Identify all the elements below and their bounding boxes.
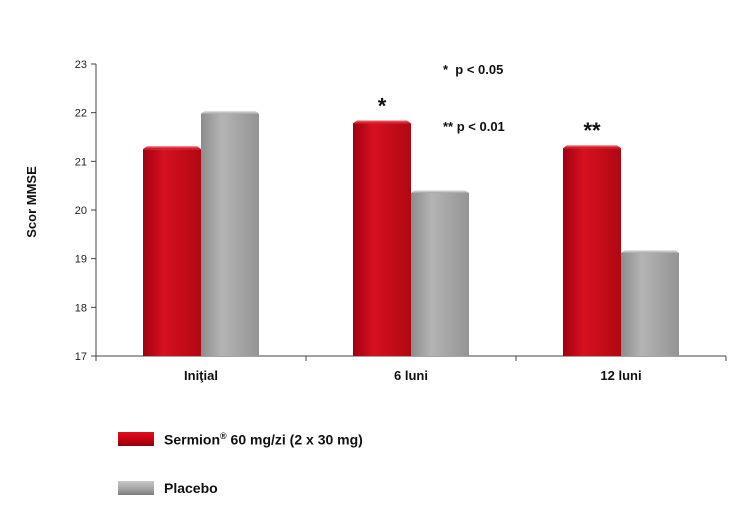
significance-marker: *: [378, 93, 387, 118]
x-category-label: 6 luni: [394, 368, 428, 383]
bar-cap-sermion: [563, 145, 621, 149]
y-tick-label: 23: [75, 59, 87, 71]
bar-cap-sermion: [143, 146, 201, 150]
bar-cap-sermion: [353, 120, 411, 124]
bar-sermion: [143, 149, 201, 356]
legend-label-placebo: Placebo: [164, 480, 218, 496]
x-category-label: Iniţial: [184, 368, 218, 383]
y-tick-label: 22: [75, 108, 87, 120]
y-tick-label: 18: [75, 302, 87, 314]
bars: [143, 110, 679, 356]
bar-placebo: [621, 252, 679, 356]
bar-sermion: [563, 148, 621, 356]
note-p001: ** p < 0.01: [443, 119, 505, 134]
legend-swatch-red: [118, 432, 154, 446]
y-tick-label: 20: [75, 205, 87, 217]
y-tick-label: 19: [75, 254, 87, 266]
bar-sermion: [353, 123, 411, 356]
legend-label-sermion: Sermion® 60 mg/zi (2 x 30 mg): [164, 430, 363, 448]
y-tick-label: 21: [75, 156, 87, 168]
bar-cap-placebo: [411, 189, 469, 193]
significance-notes: * p < 0.05 ** p < 0.01: [443, 22, 505, 174]
x-category-label: 12 luni: [600, 368, 641, 383]
labels: 17 18 19 20 21 22 23 Scor MMSE Iniţial 6 luni * 12 …: [24, 59, 642, 383]
legend-item-sermion: Sermion® 60 mg/zi (2 x 30 mg): [118, 429, 363, 449]
bar-placebo: [201, 113, 259, 356]
significance-marker: **: [583, 118, 601, 143]
y-tick-label: 17: [75, 351, 87, 363]
legend-item-placebo: Placebo: [118, 478, 218, 498]
note-p005: * p < 0.05: [443, 62, 504, 77]
bar-placebo: [411, 192, 469, 356]
legend-swatch-grey: [118, 481, 154, 495]
bar-cap-placebo: [201, 110, 259, 114]
y-axis-label: Scor MMSE: [24, 166, 39, 238]
bar-cap-placebo: [621, 249, 679, 253]
